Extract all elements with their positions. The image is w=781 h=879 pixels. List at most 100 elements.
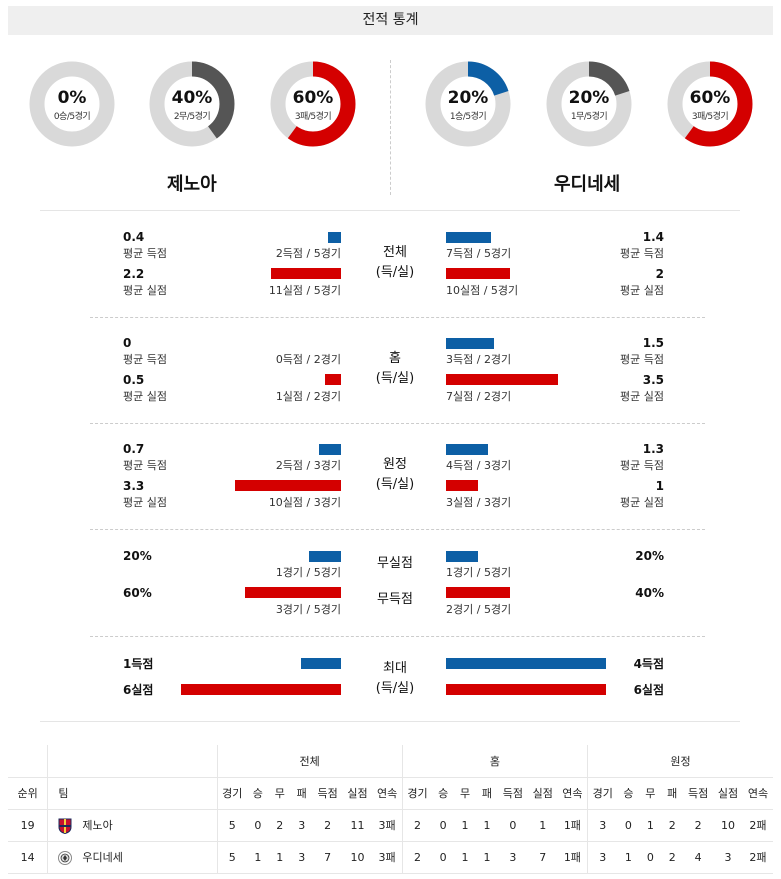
away-for-label: 평균 득점 (620, 459, 664, 472)
stats-header: 전적 통계 (8, 6, 773, 35)
away-against-value: 1 (655, 479, 664, 493)
home-against-caption: 1실점 / 2경기 (275, 390, 341, 403)
home-against-label: 평균 실점 (123, 496, 167, 509)
team-cell[interactable]: 제노아 (47, 809, 218, 842)
away-stat-cell: 2패 (742, 809, 773, 842)
away-against-label: 평균 실점 (620, 496, 664, 509)
away-against-caption: 7실점 / 2경기 (446, 390, 512, 403)
team-header: 팀 (47, 777, 218, 810)
away-stat-cell: 1 (639, 809, 662, 842)
donut-ring (149, 61, 235, 147)
home-for-value: 0.7 (123, 442, 145, 456)
away-against-bar (446, 480, 478, 491)
away-for-bar (446, 338, 494, 349)
away-noscore-bar (446, 587, 510, 598)
sub-header: 무 (639, 777, 662, 810)
donut-caption: 1무/5경기 (570, 112, 608, 122)
sub-header: 패 (290, 777, 313, 810)
sub-header: 연속 (372, 777, 403, 810)
donut-arc (270, 61, 356, 147)
sub-header: 경기 (401, 777, 433, 810)
section-divider (90, 636, 705, 637)
away-stat-cell: 0 (617, 809, 640, 842)
overall-stat-cell: 10 (342, 841, 373, 874)
away-for-caption: 4득점 / 3경기 (446, 459, 512, 472)
overall-stat-cell: 1 (268, 841, 291, 874)
overall-stat-cell: 5 (216, 841, 247, 874)
table-row[interactable]: 14 우디네세 5 1 1 3 7 10 3패 2 0 1 1 3 7 1패 3 1 0 2 4 3 2패 (8, 841, 773, 874)
away-against-value: 2 (655, 267, 664, 281)
away-max-for-bar (446, 658, 606, 669)
away-for-label: 평균 득점 (620, 247, 664, 260)
home-for-caption: 0득점 / 2경기 (275, 353, 341, 366)
away-against-value: 3.5 (642, 373, 664, 387)
team-cell[interactable]: 우디네세 (47, 841, 218, 874)
away-stat-cell: 2 (683, 809, 714, 842)
away-stat-cell: 2 (661, 809, 684, 842)
section-sublabel: (득/실) (375, 265, 415, 280)
overall-stat-cell: 2 (312, 809, 343, 842)
home-against-value: 2.2 (123, 267, 145, 281)
away-clean-caption: 1경기 / 5경기 (446, 566, 512, 579)
sub-header: 승 (246, 777, 269, 810)
home-max-for-value: 1득점 (123, 657, 154, 671)
donut-caption: 3패/5경기 (691, 112, 729, 122)
home-against-bar (235, 480, 341, 491)
home-stat-cell: 7 (527, 841, 558, 874)
home-loss-donut: 60% 3패/5경기 (270, 61, 356, 147)
home-against-label: 평균 실점 (123, 390, 167, 403)
home-stat-cell: 0 (497, 809, 528, 842)
away-for-value: 1.5 (642, 336, 664, 350)
home-stat-cell: 3 (497, 841, 528, 874)
home-stat-cell: 1 (527, 809, 558, 842)
overall-stat-cell: 0 (246, 809, 269, 842)
overall-stat-cell: 3 (290, 809, 313, 842)
sub-header: 실점 (527, 777, 558, 810)
team-name: 우디네세 (82, 850, 123, 864)
home-for-label: 평균 득점 (123, 459, 167, 472)
overall-stat-cell: 3패 (372, 809, 403, 842)
donut-arc (149, 61, 235, 147)
donut-caption: 0승/5경기 (53, 112, 91, 122)
sub-header: 패 (661, 777, 684, 810)
home-for-caption: 2득점 / 5경기 (275, 247, 341, 260)
section-divider (90, 529, 705, 530)
away-stat-cell: 3 (587, 809, 618, 842)
away-team-name: 우디네세 (554, 174, 621, 195)
overall-stat-cell: 5 (216, 809, 247, 842)
home-noscore-bar (245, 587, 341, 598)
away-for-bar (446, 444, 488, 455)
section-divider (40, 721, 740, 722)
home-against-caption: 11실점 / 5경기 (268, 284, 341, 297)
home-max-against-bar (181, 684, 341, 695)
rank-header: 순위 (8, 777, 48, 810)
home-for-value: 0 (123, 336, 132, 350)
home-for-label: 평균 득점 (123, 353, 167, 366)
donut-percent: 40% (171, 88, 213, 108)
away-stat-cell: 0 (639, 841, 662, 874)
home-against-label: 평균 실점 (123, 284, 167, 297)
away-draw-donut: 20% 1무/5경기 (546, 61, 632, 147)
away-for-label: 평균 득점 (620, 353, 664, 366)
home-team-name: 제노아 (167, 174, 217, 195)
donut-arc (425, 61, 511, 147)
table-row[interactable]: 19 제노아 5 0 2 3 2 11 3패 2 0 1 1 0 1 1패 3 0 1 2 2 10 2패 (8, 809, 773, 842)
donut-ring (667, 61, 753, 147)
home-stat-cell: 0 (432, 809, 455, 842)
away-for-caption: 3득점 / 2경기 (446, 353, 512, 366)
away-max-against-bar (446, 684, 606, 695)
rank-cell: 19 (8, 809, 48, 842)
udinese-crest-icon (58, 850, 73, 865)
home-max-for-bar (301, 658, 341, 669)
home-stat-cell: 1 (476, 841, 498, 874)
group-home: 홈 (401, 745, 588, 778)
sub-header: 연속 (742, 777, 773, 810)
away-stat-cell: 10 (713, 809, 743, 842)
sub-header: 승 (617, 777, 640, 810)
team-divider (390, 60, 391, 195)
section-label: 전체 (383, 245, 407, 260)
home-clean-bar (309, 551, 341, 562)
away-against-bar (446, 374, 558, 385)
away-against-caption: 3실점 / 3경기 (446, 496, 512, 509)
donut-ring (425, 61, 511, 147)
